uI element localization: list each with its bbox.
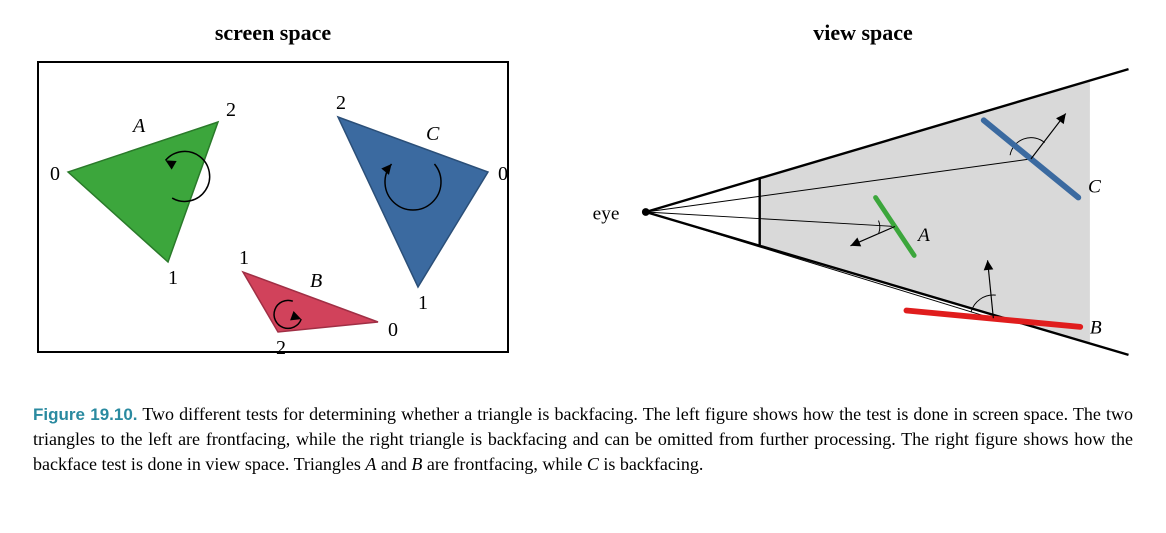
- figure-caption: Figure 19.10. Two different tests for de…: [33, 402, 1133, 478]
- caption-text-4: are frontfacing, while: [422, 454, 586, 474]
- svg-text:B: B: [1090, 318, 1102, 339]
- caption-text-6: is backfacing.: [599, 454, 703, 474]
- diagrams-row: screen space 012A012C012B view space eye…: [23, 20, 1143, 372]
- caption-text-B: B: [411, 454, 422, 474]
- screen-space-title: screen space: [215, 20, 331, 46]
- figure-container: screen space 012A012C012B view space eye…: [20, 20, 1146, 478]
- svg-text:A: A: [131, 115, 146, 137]
- view-space-svg: eye C B A: [583, 52, 1143, 372]
- caption-text-C: C: [587, 454, 599, 474]
- view-space-title: view space: [813, 20, 913, 46]
- svg-text:0: 0: [498, 163, 508, 185]
- caption-text-2: and: [376, 454, 411, 474]
- svg-text:1: 1: [239, 247, 249, 269]
- screen-space-panel: screen space 012A012C012B: [23, 20, 523, 362]
- caption-text-A: A: [365, 454, 376, 474]
- svg-text:2: 2: [336, 92, 346, 114]
- screen-space-svg: 012A012C012B: [23, 52, 523, 362]
- svg-text:C: C: [1088, 177, 1102, 198]
- svg-text:0: 0: [388, 319, 398, 341]
- svg-text:C: C: [426, 123, 440, 145]
- svg-text:1: 1: [418, 292, 428, 314]
- figure-label: Figure 19.10.: [33, 405, 138, 424]
- svg-text:2: 2: [276, 337, 286, 359]
- svg-text:1: 1: [168, 267, 178, 289]
- svg-text:B: B: [310, 270, 322, 292]
- svg-text:0: 0: [50, 163, 60, 185]
- svg-text:eye: eye: [593, 204, 620, 225]
- view-space-panel: view space eye C B A: [583, 20, 1143, 372]
- svg-text:2: 2: [226, 99, 236, 121]
- svg-text:A: A: [916, 225, 930, 246]
